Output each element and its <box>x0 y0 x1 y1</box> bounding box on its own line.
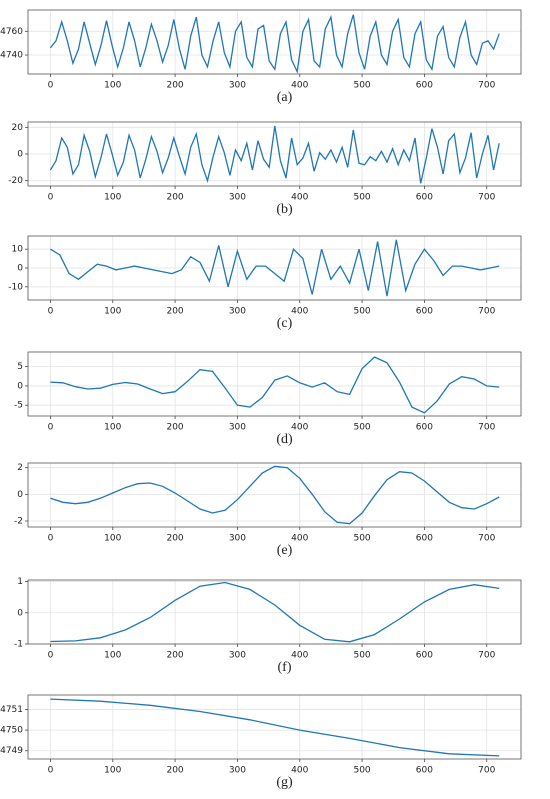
line-series <box>49 14 500 74</box>
plot-frame <box>27 351 522 417</box>
x-tick-label: 0 <box>48 651 54 661</box>
x-tick-label: 400 <box>291 423 308 433</box>
caption: (c) <box>277 316 293 331</box>
line-series <box>50 698 500 757</box>
y-tick-label: 0 <box>17 490 23 500</box>
x-tick-label: 200 <box>166 423 183 433</box>
plot-frame <box>27 9 522 75</box>
line-series <box>50 356 500 414</box>
x-tick-label: 0 <box>48 81 54 91</box>
x-tick-label: 700 <box>478 81 495 91</box>
x-tick-label: 300 <box>229 307 246 317</box>
x-tick-label: 100 <box>104 534 121 544</box>
x-tick-label: 100 <box>104 651 121 661</box>
x-tick-label: 200 <box>166 766 183 776</box>
x-tick-label: 200 <box>166 307 183 317</box>
x-tick-label: 700 <box>478 766 495 776</box>
x-tick-label: 600 <box>416 766 433 776</box>
x-tick-label: 300 <box>229 766 246 776</box>
x-tick-label: 500 <box>353 423 370 433</box>
x-tick-label: 100 <box>104 766 121 776</box>
y-tick-label: 4750 <box>0 726 23 736</box>
line-series <box>50 239 500 297</box>
line-series <box>50 465 500 525</box>
x-tick-label: 400 <box>291 651 308 661</box>
y-tick-label: 0 <box>17 381 23 391</box>
x-tick-label: 400 <box>291 534 308 544</box>
x-tick-label: 600 <box>416 193 433 203</box>
y-tick-label: 4749 <box>0 746 23 756</box>
plot-frame <box>27 579 522 645</box>
x-tick-label: 0 <box>48 534 54 544</box>
y-tick-label: 0 <box>17 264 23 274</box>
plot-frame <box>27 462 522 528</box>
x-tick-label: 400 <box>291 307 308 317</box>
y-tick-label: 4760 <box>0 27 23 37</box>
x-tick-label: 0 <box>48 766 54 776</box>
caption: (d) <box>276 432 293 447</box>
x-tick-label: 0 <box>48 423 54 433</box>
x-tick-label: 300 <box>229 651 246 661</box>
y-tick-label: 5 <box>17 362 23 372</box>
x-tick-label: 700 <box>478 423 495 433</box>
caption: (a) <box>277 90 293 105</box>
line-series <box>50 581 500 643</box>
x-tick-label: 500 <box>353 307 370 317</box>
x-tick-label: 300 <box>229 81 246 91</box>
x-tick-label: 700 <box>478 651 495 661</box>
y-tick-label: 2 <box>17 463 23 473</box>
y-tick-label: -5 <box>14 401 23 411</box>
y-tick-label: 4740 <box>0 51 23 61</box>
y-tick-label: 1 <box>17 577 23 587</box>
x-tick-label: 600 <box>416 81 433 91</box>
x-tick-label: 600 <box>416 651 433 661</box>
x-tick-label: 300 <box>229 423 246 433</box>
x-tick-label: 100 <box>104 81 121 91</box>
x-tick-label: 200 <box>166 81 183 91</box>
x-tick-label: 300 <box>229 534 246 544</box>
y-tick-label: 0 <box>17 150 23 160</box>
plot-frame <box>27 235 522 301</box>
x-tick-label: 0 <box>48 307 54 317</box>
x-tick-label: 500 <box>353 193 370 203</box>
x-tick-label: 200 <box>166 534 183 544</box>
x-tick-label: 600 <box>416 423 433 433</box>
x-tick-label: 0 <box>48 193 54 203</box>
x-tick-label: 700 <box>478 534 495 544</box>
x-tick-label: 700 <box>478 193 495 203</box>
x-tick-label: 200 <box>166 193 183 203</box>
x-tick-label: 600 <box>416 307 433 317</box>
plot-frame <box>27 121 522 187</box>
x-tick-label: 100 <box>104 307 121 317</box>
y-tick-label: 4751 <box>0 705 23 715</box>
y-tick-label: -2 <box>14 517 23 527</box>
x-tick-label: 500 <box>353 766 370 776</box>
x-tick-label: 700 <box>478 307 495 317</box>
x-tick-label: 500 <box>353 81 370 91</box>
x-tick-label: 400 <box>291 766 308 776</box>
y-tick-label: -20 <box>8 176 23 186</box>
y-tick-label: -10 <box>8 282 23 292</box>
caption: (g) <box>276 775 293 790</box>
x-tick-label: 300 <box>229 193 246 203</box>
x-tick-label: 400 <box>291 193 308 203</box>
line-series <box>49 125 500 184</box>
x-tick-label: 500 <box>353 651 370 661</box>
y-tick-label: 20 <box>12 123 24 133</box>
caption: (f) <box>278 660 292 675</box>
x-tick-label: 500 <box>353 534 370 544</box>
y-tick-label: 10 <box>12 245 24 255</box>
x-tick-label: 600 <box>416 534 433 544</box>
x-tick-label: 200 <box>166 651 183 661</box>
caption: (e) <box>277 543 293 558</box>
x-tick-label: 100 <box>104 193 121 203</box>
x-tick-label: 100 <box>104 423 121 433</box>
y-tick-label: 0 <box>17 608 23 618</box>
x-tick-label: 400 <box>291 81 308 91</box>
caption: (b) <box>276 202 293 217</box>
y-tick-label: -1 <box>14 640 23 650</box>
plot-frame <box>27 694 522 760</box>
